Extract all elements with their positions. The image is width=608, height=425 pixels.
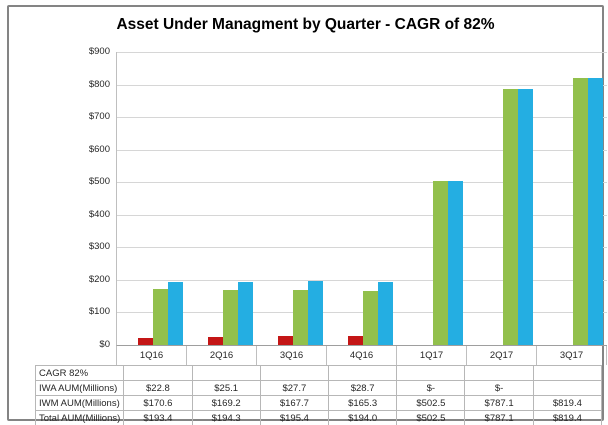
bar-total-aum-millions-3q16 <box>308 281 323 345</box>
table-cell: $819.4 <box>532 410 603 425</box>
y-tick-label: $400 <box>88 208 110 220</box>
table-row: IWA AUM(Millions) $22.8 $25.1 $27.7 $28.7 $- $… <box>34 380 603 396</box>
y-tick-label: $100 <box>88 306 110 318</box>
table-cell: $193.4 <box>123 410 193 425</box>
table-cell: $194.0 <box>327 410 398 425</box>
table-cell <box>259 365 330 381</box>
y-tick-label: $200 <box>88 273 110 285</box>
table-cell <box>327 365 398 381</box>
x-tick-label: 1Q16 <box>117 346 187 365</box>
x-tick-label: 3Q17 <box>537 346 607 365</box>
y-axis-labels: $900 $800 $700 $600 $500 $400 $300 $200 $100 $0 <box>9 47 110 350</box>
bar-total-aum-millions-1q16 <box>168 282 183 345</box>
table-row-label: CAGR 82% <box>34 365 125 381</box>
table-row-label: Total AUM(Millions) <box>34 410 125 425</box>
y-tick-label: $500 <box>88 176 110 188</box>
bar-total-aum-millions-3q17 <box>588 78 603 345</box>
table-row: IWM AUM(Millions) $170.6 $169.2 $167.7 $165.… <box>34 395 603 411</box>
table-cell <box>532 365 603 381</box>
table-cell: $819.4 <box>532 395 603 411</box>
bar-iwm-aum-millions-2q16 <box>223 289 238 345</box>
y-tick-label: $600 <box>88 143 110 155</box>
x-tick-label: 2Q17 <box>467 346 537 365</box>
table-cell: $169.2 <box>191 395 261 411</box>
gridline <box>117 149 607 151</box>
gridline <box>117 117 607 119</box>
table-cell <box>123 365 193 381</box>
x-tick-label: 3Q16 <box>257 346 327 365</box>
bar-total-aum-millions-4q16 <box>378 281 393 345</box>
y-tick-label: $0 <box>99 339 110 350</box>
table-row-label: IWA AUM(Millions) <box>34 380 125 396</box>
x-tick-label: 1Q17 <box>397 346 467 365</box>
bar-iwm-aum-millions-4q16 <box>363 291 378 345</box>
table-row-label: IWM AUM(Millions) <box>34 395 125 411</box>
table-cell: $25.1 <box>191 380 261 396</box>
gridline <box>117 279 607 281</box>
table-cell <box>396 365 466 381</box>
table-cell: $22.8 <box>123 380 193 396</box>
bar-iwa-aum-millions-2q16 <box>208 336 223 345</box>
bar-total-aum-millions-2q16 <box>238 281 253 345</box>
x-tick-label: 4Q16 <box>327 346 397 365</box>
bar-total-aum-millions-1q17 <box>448 181 463 345</box>
y-tick-label: $800 <box>88 78 110 90</box>
bar-iwa-aum-millions-4q16 <box>348 335 363 345</box>
table-cell: $502.5 <box>396 395 466 411</box>
bar-iwm-aum-millions-2q17 <box>503 88 518 345</box>
table-cell: $27.7 <box>259 380 330 396</box>
table-row: Total AUM(Millions) $193.4 $194.3 $195.4 $19… <box>34 410 603 425</box>
bar-iwm-aum-millions-3q17 <box>573 78 588 345</box>
table-row: CAGR 82% <box>34 365 603 381</box>
x-axis-labels: 1Q16 2Q16 3Q16 4Q16 1Q17 2Q17 3Q17 <box>116 346 607 365</box>
table-cell: $787.1 <box>464 410 534 425</box>
table-cell: $195.4 <box>259 410 330 425</box>
table-cell: $28.7 <box>327 380 398 396</box>
gridline <box>117 247 607 249</box>
table-cell: $167.7 <box>259 395 330 411</box>
chart-frame: Asset Under Managment by Quarter - CAGR … <box>7 5 607 425</box>
table-cell: $- <box>396 380 466 396</box>
gridline <box>117 312 607 314</box>
table-cell <box>464 365 534 381</box>
table-cell: $502.5 <box>396 410 466 425</box>
table-cell <box>191 365 261 381</box>
table-cell <box>532 380 603 396</box>
bar-iwa-aum-millions-3q16 <box>278 335 293 345</box>
bar-iwm-aum-millions-3q16 <box>293 290 308 345</box>
y-tick-label: $900 <box>88 46 110 57</box>
table-cell: $170.6 <box>123 395 193 411</box>
gridline <box>117 84 607 86</box>
y-tick-label: $300 <box>88 241 110 253</box>
data-table: CAGR 82% IWA AUM(Millions) $22.8 $25.1 $27.7… <box>34 365 603 425</box>
bar-iwa-aum-millions-1q16 <box>138 337 153 345</box>
gridline <box>117 182 607 184</box>
bar-iwm-aum-millions-1q17 <box>433 181 448 345</box>
gridline <box>117 52 607 53</box>
table-cell: $- <box>464 380 534 396</box>
gridline <box>117 214 607 216</box>
table-cell: $194.3 <box>191 410 261 425</box>
chart-title: Asset Under Managment by Quarter - CAGR … <box>116 16 495 33</box>
table-cell: $787.1 <box>464 395 534 411</box>
y-tick-label: $700 <box>88 111 110 123</box>
x-tick-label: 2Q16 <box>187 346 257 365</box>
bar-iwm-aum-millions-1q16 <box>153 289 168 345</box>
table-cell: $165.3 <box>327 395 398 411</box>
plot-area <box>116 52 607 346</box>
bar-total-aum-millions-2q17 <box>518 88 533 345</box>
